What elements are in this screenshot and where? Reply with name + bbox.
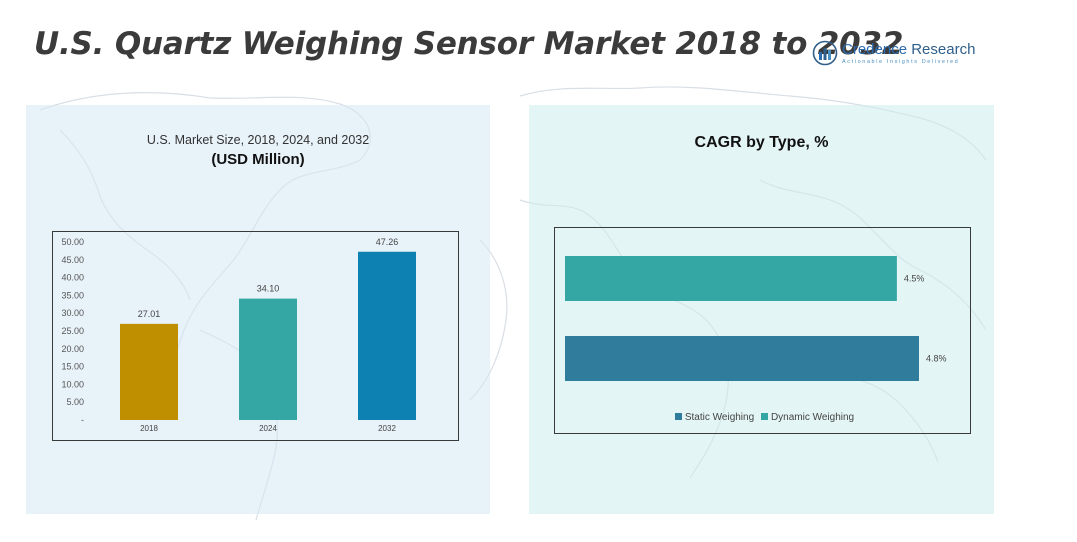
bar-2018 bbox=[120, 323, 178, 420]
y-tick-label: 10.00 bbox=[61, 379, 84, 389]
cagr-panel bbox=[529, 105, 994, 514]
logo-name-rest: Research bbox=[907, 41, 976, 58]
data-label-static: 4.8% bbox=[926, 354, 947, 364]
data-label-2024: 34.10 bbox=[257, 284, 280, 294]
bar-dynamic-weighing bbox=[565, 256, 897, 301]
y-tick-label: 35.00 bbox=[61, 290, 84, 300]
legend-swatch-static bbox=[674, 413, 682, 420]
y-tick-label: 5.00 bbox=[66, 397, 84, 407]
y-tick-label: 25.00 bbox=[61, 326, 84, 336]
page-title: U.S. Quartz Weighing Sensor Market 2018 … bbox=[34, 26, 904, 62]
x-tick-label-2018: 2018 bbox=[140, 424, 158, 433]
x-tick-label-2024: 2024 bbox=[259, 424, 277, 433]
bar-static-weighing bbox=[565, 336, 919, 381]
cagr-chart-title: CAGR by Type, % bbox=[694, 134, 829, 151]
market-size-chart-title: U.S. Market Size, 2018, 2024, and 2032 bbox=[146, 133, 370, 147]
y-tick-label: 15.00 bbox=[61, 362, 84, 372]
company-logo: Credence Research Actionable Insights De… bbox=[812, 40, 982, 70]
y-tick-label: 20.00 bbox=[61, 344, 84, 354]
market-size-plot-frame bbox=[52, 231, 459, 441]
logo-name: Credence Research bbox=[842, 41, 975, 58]
bar-2032 bbox=[358, 251, 416, 420]
y-tick-label: 45.00 bbox=[61, 255, 84, 265]
logo-brand: Credence bbox=[842, 41, 908, 58]
legend-swatch-dynamic bbox=[760, 413, 768, 420]
data-label-dynamic: 4.5% bbox=[904, 274, 925, 284]
x-tick-label-2032: 2032 bbox=[378, 424, 396, 433]
logo-tagline: Actionable Insights Delivered bbox=[842, 59, 960, 65]
cagr-plot-frame bbox=[554, 227, 971, 434]
legend-label-dynamic: Dynamic Weighing bbox=[770, 412, 855, 423]
data-label-2032: 47.26 bbox=[376, 237, 399, 247]
y-tick-label: 30.00 bbox=[61, 308, 84, 318]
data-label-2018: 27.01 bbox=[138, 309, 161, 319]
cagr-legend: Static Weighing Dynamic Weighing bbox=[554, 412, 971, 423]
bar-chart-logo-icon bbox=[812, 40, 838, 66]
bar-2024 bbox=[239, 298, 297, 420]
market-size-chart-subtitle: (USD Million) bbox=[211, 151, 305, 168]
y-tick-label: - bbox=[81, 415, 84, 425]
legend-label-static: Static Weighing bbox=[684, 412, 755, 423]
y-tick-label: 50.00 bbox=[61, 237, 84, 247]
y-tick-label: 40.00 bbox=[61, 273, 84, 283]
